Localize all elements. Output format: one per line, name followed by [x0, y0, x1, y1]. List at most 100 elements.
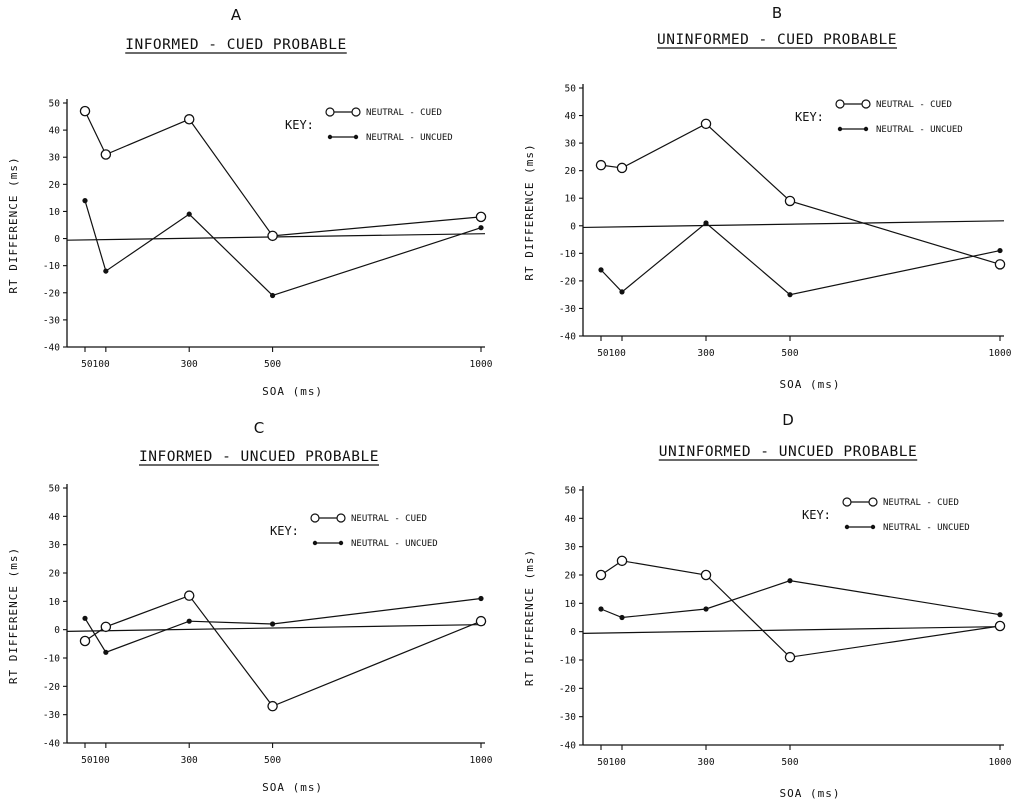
y-tick-label: 30 [565, 139, 577, 150]
legend-label-uncued: NEUTRAL - UNCUED [366, 133, 453, 143]
series-line [600, 222, 1001, 296]
data-point-open [994, 620, 1006, 632]
chart-title: UNINFORMED - CUED PROBABLE [657, 32, 897, 48]
data-point-filled [619, 289, 625, 295]
data-point-filled [82, 615, 88, 621]
y-tick-label: -10 [559, 249, 576, 260]
chart-title: INFORMED - CUED PROBABLE [125, 37, 347, 53]
zero-reference-line [66, 623, 486, 632]
y-tick-label: -10 [43, 261, 60, 272]
data-point-open [183, 590, 195, 601]
data-point-open [700, 569, 712, 581]
y-tick-label: 0 [54, 234, 60, 245]
y-tick-label: 40 [565, 514, 577, 525]
data-point-filled [598, 267, 604, 273]
legend-marker-open [325, 107, 335, 117]
series-line [84, 110, 482, 237]
y-tick-label: 0 [570, 221, 576, 232]
y-tick-label: 20 [565, 166, 577, 177]
y-tick-label: -40 [559, 741, 576, 752]
legend-marker-filled [338, 540, 344, 546]
data-point-filled [703, 606, 709, 612]
x-tick-label: 500 [781, 757, 798, 768]
x-tick-label: 50100 [81, 755, 110, 766]
y-tick-label: 0 [54, 625, 60, 636]
series-neutral-cued [79, 590, 487, 712]
data-point-open [100, 621, 112, 633]
legend-marker-filled [327, 134, 333, 140]
data-point-filled [103, 268, 109, 274]
series-line [600, 580, 1001, 619]
series-neutral-uncued [598, 220, 1003, 298]
legend-label-cued: NEUTRAL - CUED [351, 514, 427, 524]
data-point-open [616, 555, 628, 567]
zero-reference-line [582, 625, 1005, 634]
series-line [84, 594, 482, 707]
data-point-open [784, 651, 796, 663]
x-tick-label: 300 [181, 359, 198, 370]
legend-marker-open [842, 497, 852, 507]
x-tick-label: 300 [697, 348, 714, 359]
series-neutral-cued [595, 118, 1006, 270]
legend-marker-filled [870, 524, 876, 530]
data-point-filled [787, 578, 793, 584]
y-tick-label: 50 [49, 99, 61, 110]
x-axis-label: SOA (ms) [780, 787, 841, 800]
legend-marker-filled [863, 126, 869, 132]
x-tick-label: 500 [781, 348, 798, 359]
legend: NEUTRAL - CUED NEUTRAL - UNCUED KEY: [270, 513, 438, 549]
y-tick-label: 30 [49, 540, 61, 551]
data-point-open [784, 195, 796, 207]
y-tick-label: -30 [43, 710, 60, 721]
data-point-filled [269, 292, 276, 299]
data-point-filled [997, 247, 1003, 254]
legend-marker-open [868, 497, 878, 507]
data-point-open [79, 105, 91, 117]
series-neutral-cued [79, 105, 487, 242]
y-tick-label: 30 [49, 153, 61, 164]
data-point-filled [703, 220, 709, 226]
series-neutral-cued [595, 555, 1006, 663]
y-tick-label: 50 [565, 486, 577, 497]
chart-title: INFORMED - UNCUED PROBABLE [139, 449, 379, 465]
data-point-open [700, 118, 712, 130]
data-point-filled [619, 614, 625, 621]
data-point-filled [997, 612, 1003, 618]
x-tick-label: 50100 [597, 757, 626, 768]
data-point-open [267, 700, 278, 712]
y-tick-label: -20 [559, 276, 576, 287]
legend-key-label: KEY: [285, 118, 314, 132]
x-tick-label: 1000 [989, 757, 1012, 768]
y-tick-label: -30 [43, 315, 60, 326]
x-tick-label: 1000 [470, 755, 493, 766]
legend-key-label: KEY: [802, 508, 831, 522]
data-point-open [475, 211, 487, 223]
y-tick-label: 0 [570, 627, 576, 638]
legend-marker-filled [353, 134, 359, 140]
y-tick-label: 30 [565, 542, 577, 553]
y-tick-label: -40 [559, 332, 576, 343]
series-line [84, 200, 482, 297]
panel-c: C INFORMED - UNCUED PROBABLE 50 40 30 20 10 0 -1… [7, 419, 493, 794]
legend: NEUTRAL - CUED NEUTRAL - UNCUED KEY: [802, 497, 970, 533]
legend-label-uncued: NEUTRAL - UNCUED [876, 125, 963, 135]
y-tick-label: 40 [565, 111, 577, 122]
y-tick-label: 50 [565, 84, 577, 95]
data-point-filled [478, 225, 484, 231]
data-point-open [475, 615, 487, 627]
y-tick-label: 20 [49, 569, 61, 580]
x-axis-label: SOA (ms) [262, 781, 323, 794]
x-tick-label: 300 [181, 755, 198, 766]
data-point-filled [787, 292, 793, 298]
panel-letter: D [782, 411, 794, 429]
legend-label-cued: NEUTRAL - CUED [883, 498, 959, 508]
x-axis-label: SOA (ms) [262, 385, 323, 398]
series-neutral-uncued [82, 595, 484, 655]
data-point-open [267, 230, 278, 242]
data-point-filled [186, 618, 192, 624]
legend-key-label: KEY: [270, 524, 299, 538]
data-point-open [595, 159, 607, 171]
panel-letter: C [254, 419, 264, 437]
legend-marker-filled [837, 126, 843, 132]
chart-title: UNINFORMED - UNCUED PROBABLE [659, 444, 917, 460]
